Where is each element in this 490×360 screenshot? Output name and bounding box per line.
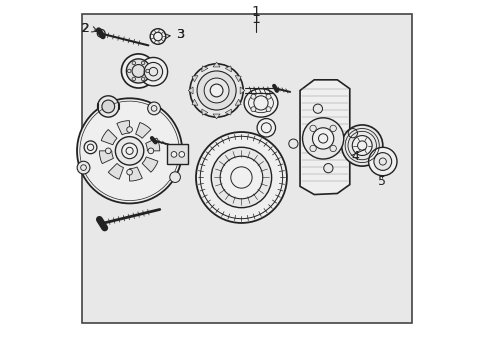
Wedge shape (142, 157, 158, 172)
Circle shape (144, 62, 163, 81)
Wedge shape (146, 138, 160, 151)
Text: 2: 2 (81, 22, 90, 35)
Polygon shape (202, 109, 208, 115)
Circle shape (150, 29, 166, 44)
Circle shape (348, 129, 358, 138)
Text: 2: 2 (81, 22, 90, 35)
FancyBboxPatch shape (167, 144, 188, 165)
Ellipse shape (196, 132, 287, 223)
Polygon shape (240, 87, 245, 94)
Circle shape (105, 148, 111, 154)
Circle shape (374, 153, 392, 170)
Circle shape (197, 71, 236, 110)
Circle shape (266, 94, 271, 99)
Circle shape (77, 98, 182, 203)
FancyBboxPatch shape (82, 14, 412, 323)
Circle shape (127, 69, 131, 73)
Circle shape (313, 104, 322, 113)
Circle shape (139, 58, 168, 86)
Circle shape (302, 118, 343, 159)
Circle shape (84, 141, 97, 154)
Circle shape (146, 69, 149, 73)
Circle shape (342, 125, 383, 166)
Circle shape (127, 169, 132, 175)
Polygon shape (188, 87, 193, 94)
Wedge shape (136, 122, 151, 138)
Text: 1: 1 (251, 5, 260, 19)
Circle shape (257, 118, 275, 137)
Polygon shape (225, 109, 231, 115)
Circle shape (266, 107, 271, 112)
Ellipse shape (244, 89, 278, 117)
Circle shape (141, 77, 145, 81)
Circle shape (289, 139, 298, 148)
Circle shape (190, 64, 243, 117)
Wedge shape (129, 167, 142, 181)
Circle shape (132, 61, 136, 65)
Wedge shape (108, 163, 123, 179)
Circle shape (330, 125, 336, 131)
Polygon shape (235, 76, 241, 82)
Polygon shape (213, 114, 220, 119)
Circle shape (122, 143, 137, 159)
Circle shape (251, 107, 256, 112)
Circle shape (171, 152, 177, 157)
Circle shape (368, 147, 397, 176)
Circle shape (98, 96, 119, 117)
Circle shape (310, 145, 316, 152)
Polygon shape (300, 80, 350, 194)
Polygon shape (225, 66, 231, 72)
Circle shape (211, 147, 271, 208)
Circle shape (330, 145, 336, 152)
Circle shape (127, 127, 132, 132)
Circle shape (147, 102, 161, 115)
Text: 5: 5 (378, 175, 387, 188)
Circle shape (141, 61, 145, 65)
Circle shape (132, 77, 136, 81)
Circle shape (204, 78, 229, 103)
Circle shape (179, 152, 185, 157)
Circle shape (210, 84, 223, 97)
Circle shape (115, 137, 144, 165)
Circle shape (170, 172, 180, 183)
Polygon shape (192, 76, 198, 82)
Circle shape (313, 128, 334, 149)
Wedge shape (101, 130, 117, 145)
Polygon shape (235, 99, 241, 105)
Text: 4: 4 (351, 150, 360, 163)
Circle shape (251, 94, 256, 99)
Circle shape (102, 100, 115, 113)
Text: 3: 3 (176, 28, 184, 41)
Text: 3: 3 (177, 28, 185, 41)
Wedge shape (99, 151, 114, 163)
Circle shape (148, 148, 154, 154)
Circle shape (122, 54, 155, 88)
Circle shape (324, 163, 333, 173)
Polygon shape (213, 62, 220, 67)
Text: 1: 1 (251, 12, 260, 26)
Circle shape (220, 156, 263, 199)
Wedge shape (117, 121, 129, 135)
Circle shape (352, 136, 372, 156)
Circle shape (126, 59, 150, 83)
Polygon shape (202, 66, 208, 72)
Circle shape (310, 125, 316, 131)
Polygon shape (192, 99, 198, 105)
Circle shape (77, 161, 90, 174)
